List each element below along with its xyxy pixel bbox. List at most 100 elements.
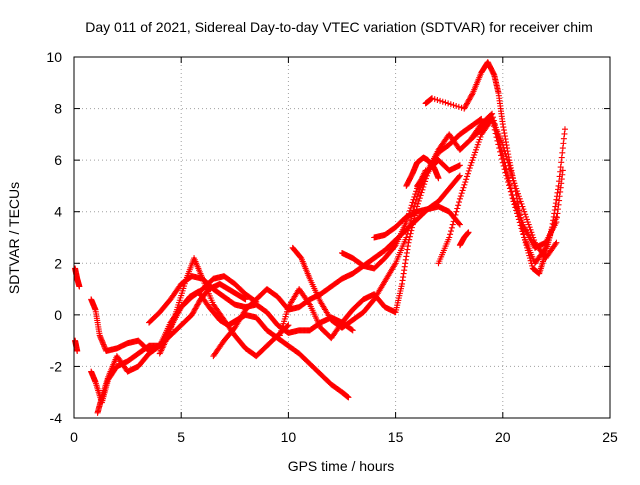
y-tick-label: 10 bbox=[46, 49, 62, 65]
data-point bbox=[552, 240, 559, 247]
data-point bbox=[403, 234, 410, 241]
data-point bbox=[462, 179, 469, 186]
data-point bbox=[475, 139, 482, 146]
data-point bbox=[473, 144, 480, 151]
data-point bbox=[190, 309, 197, 316]
series-s7 bbox=[156, 255, 292, 360]
data-point bbox=[508, 171, 515, 178]
data-point bbox=[431, 96, 438, 103]
data-point bbox=[477, 116, 484, 123]
data-point bbox=[518, 200, 525, 207]
data-point bbox=[406, 233, 413, 240]
data-point bbox=[456, 220, 463, 227]
data-point bbox=[493, 134, 500, 141]
data-point bbox=[529, 231, 536, 238]
data-point bbox=[500, 162, 507, 169]
data-point bbox=[517, 198, 524, 205]
data-point bbox=[511, 201, 518, 208]
data-point bbox=[526, 224, 533, 231]
data-point bbox=[462, 102, 469, 109]
data-points bbox=[72, 59, 568, 416]
series-s13 bbox=[414, 110, 566, 251]
data-point bbox=[466, 165, 473, 172]
data-point bbox=[449, 221, 456, 228]
data-point bbox=[410, 218, 417, 225]
data-point bbox=[559, 167, 566, 174]
data-point bbox=[514, 188, 521, 195]
data-point bbox=[505, 179, 512, 186]
x-tick-label: 25 bbox=[602, 429, 618, 445]
data-point bbox=[526, 252, 533, 259]
data-point bbox=[297, 254, 304, 261]
data-point bbox=[498, 152, 505, 159]
data-point bbox=[442, 99, 449, 106]
data-point bbox=[525, 221, 532, 228]
data-point bbox=[456, 195, 463, 202]
data-point bbox=[412, 191, 419, 198]
data-point bbox=[498, 156, 505, 163]
data-point bbox=[499, 141, 506, 148]
data-point bbox=[469, 91, 476, 98]
data-point bbox=[461, 104, 468, 111]
data-point bbox=[464, 99, 471, 106]
data-point bbox=[511, 180, 518, 187]
data-point bbox=[196, 298, 203, 305]
data-point bbox=[519, 222, 526, 229]
data-point bbox=[405, 227, 412, 234]
data-point bbox=[561, 126, 568, 133]
chart-title: Day 011 of 2021, Sidereal Day-to-day VTE… bbox=[85, 19, 593, 35]
y-tick-labels: -4 -2 0 2 4 6 8 10 bbox=[46, 49, 62, 426]
data-point bbox=[404, 231, 411, 238]
data-point bbox=[460, 184, 467, 191]
data-point bbox=[528, 229, 535, 236]
series-s2 bbox=[72, 337, 81, 354]
data-point bbox=[501, 147, 508, 154]
data-point bbox=[409, 199, 416, 206]
data-point bbox=[406, 224, 412, 231]
data-point bbox=[461, 105, 468, 112]
y-axis-title: SDTVAR / TECUs bbox=[6, 182, 22, 294]
data-point bbox=[189, 310, 196, 317]
data-point bbox=[456, 172, 463, 179]
data-point bbox=[451, 215, 458, 222]
data-point bbox=[469, 157, 476, 164]
data-point bbox=[76, 283, 83, 290]
series-s18 bbox=[456, 229, 472, 249]
data-point bbox=[478, 115, 485, 122]
data-point bbox=[502, 169, 509, 176]
grid-lines bbox=[74, 57, 610, 418]
data-point bbox=[415, 197, 422, 204]
data-point bbox=[348, 326, 355, 333]
data-point bbox=[553, 239, 560, 246]
data-point bbox=[408, 202, 415, 209]
y-tick-label: 8 bbox=[54, 101, 62, 117]
data-point bbox=[501, 166, 508, 173]
data-point bbox=[506, 185, 513, 192]
data-point bbox=[456, 173, 463, 180]
data-point bbox=[455, 202, 462, 209]
data-point bbox=[506, 165, 513, 172]
data-point bbox=[472, 149, 479, 156]
data-point bbox=[507, 168, 514, 175]
series-s16 bbox=[403, 154, 442, 189]
data-point bbox=[457, 193, 464, 200]
data-point bbox=[510, 177, 517, 184]
data-point bbox=[467, 93, 474, 100]
data-point bbox=[527, 226, 534, 233]
data-point bbox=[437, 97, 444, 104]
data-point bbox=[531, 237, 538, 244]
series-s1 bbox=[72, 265, 83, 290]
series-s10 bbox=[289, 157, 463, 331]
data-point bbox=[456, 199, 463, 206]
data-point bbox=[458, 190, 465, 197]
data-point bbox=[423, 168, 430, 175]
data-point bbox=[528, 260, 535, 267]
x-tick-label: 15 bbox=[388, 429, 404, 445]
data-point bbox=[465, 229, 472, 236]
data-point bbox=[504, 175, 511, 182]
data-point bbox=[403, 219, 410, 226]
data-point bbox=[74, 347, 81, 354]
y-tick-label: 6 bbox=[54, 152, 62, 168]
data-point bbox=[515, 193, 522, 200]
data-point bbox=[476, 136, 483, 143]
